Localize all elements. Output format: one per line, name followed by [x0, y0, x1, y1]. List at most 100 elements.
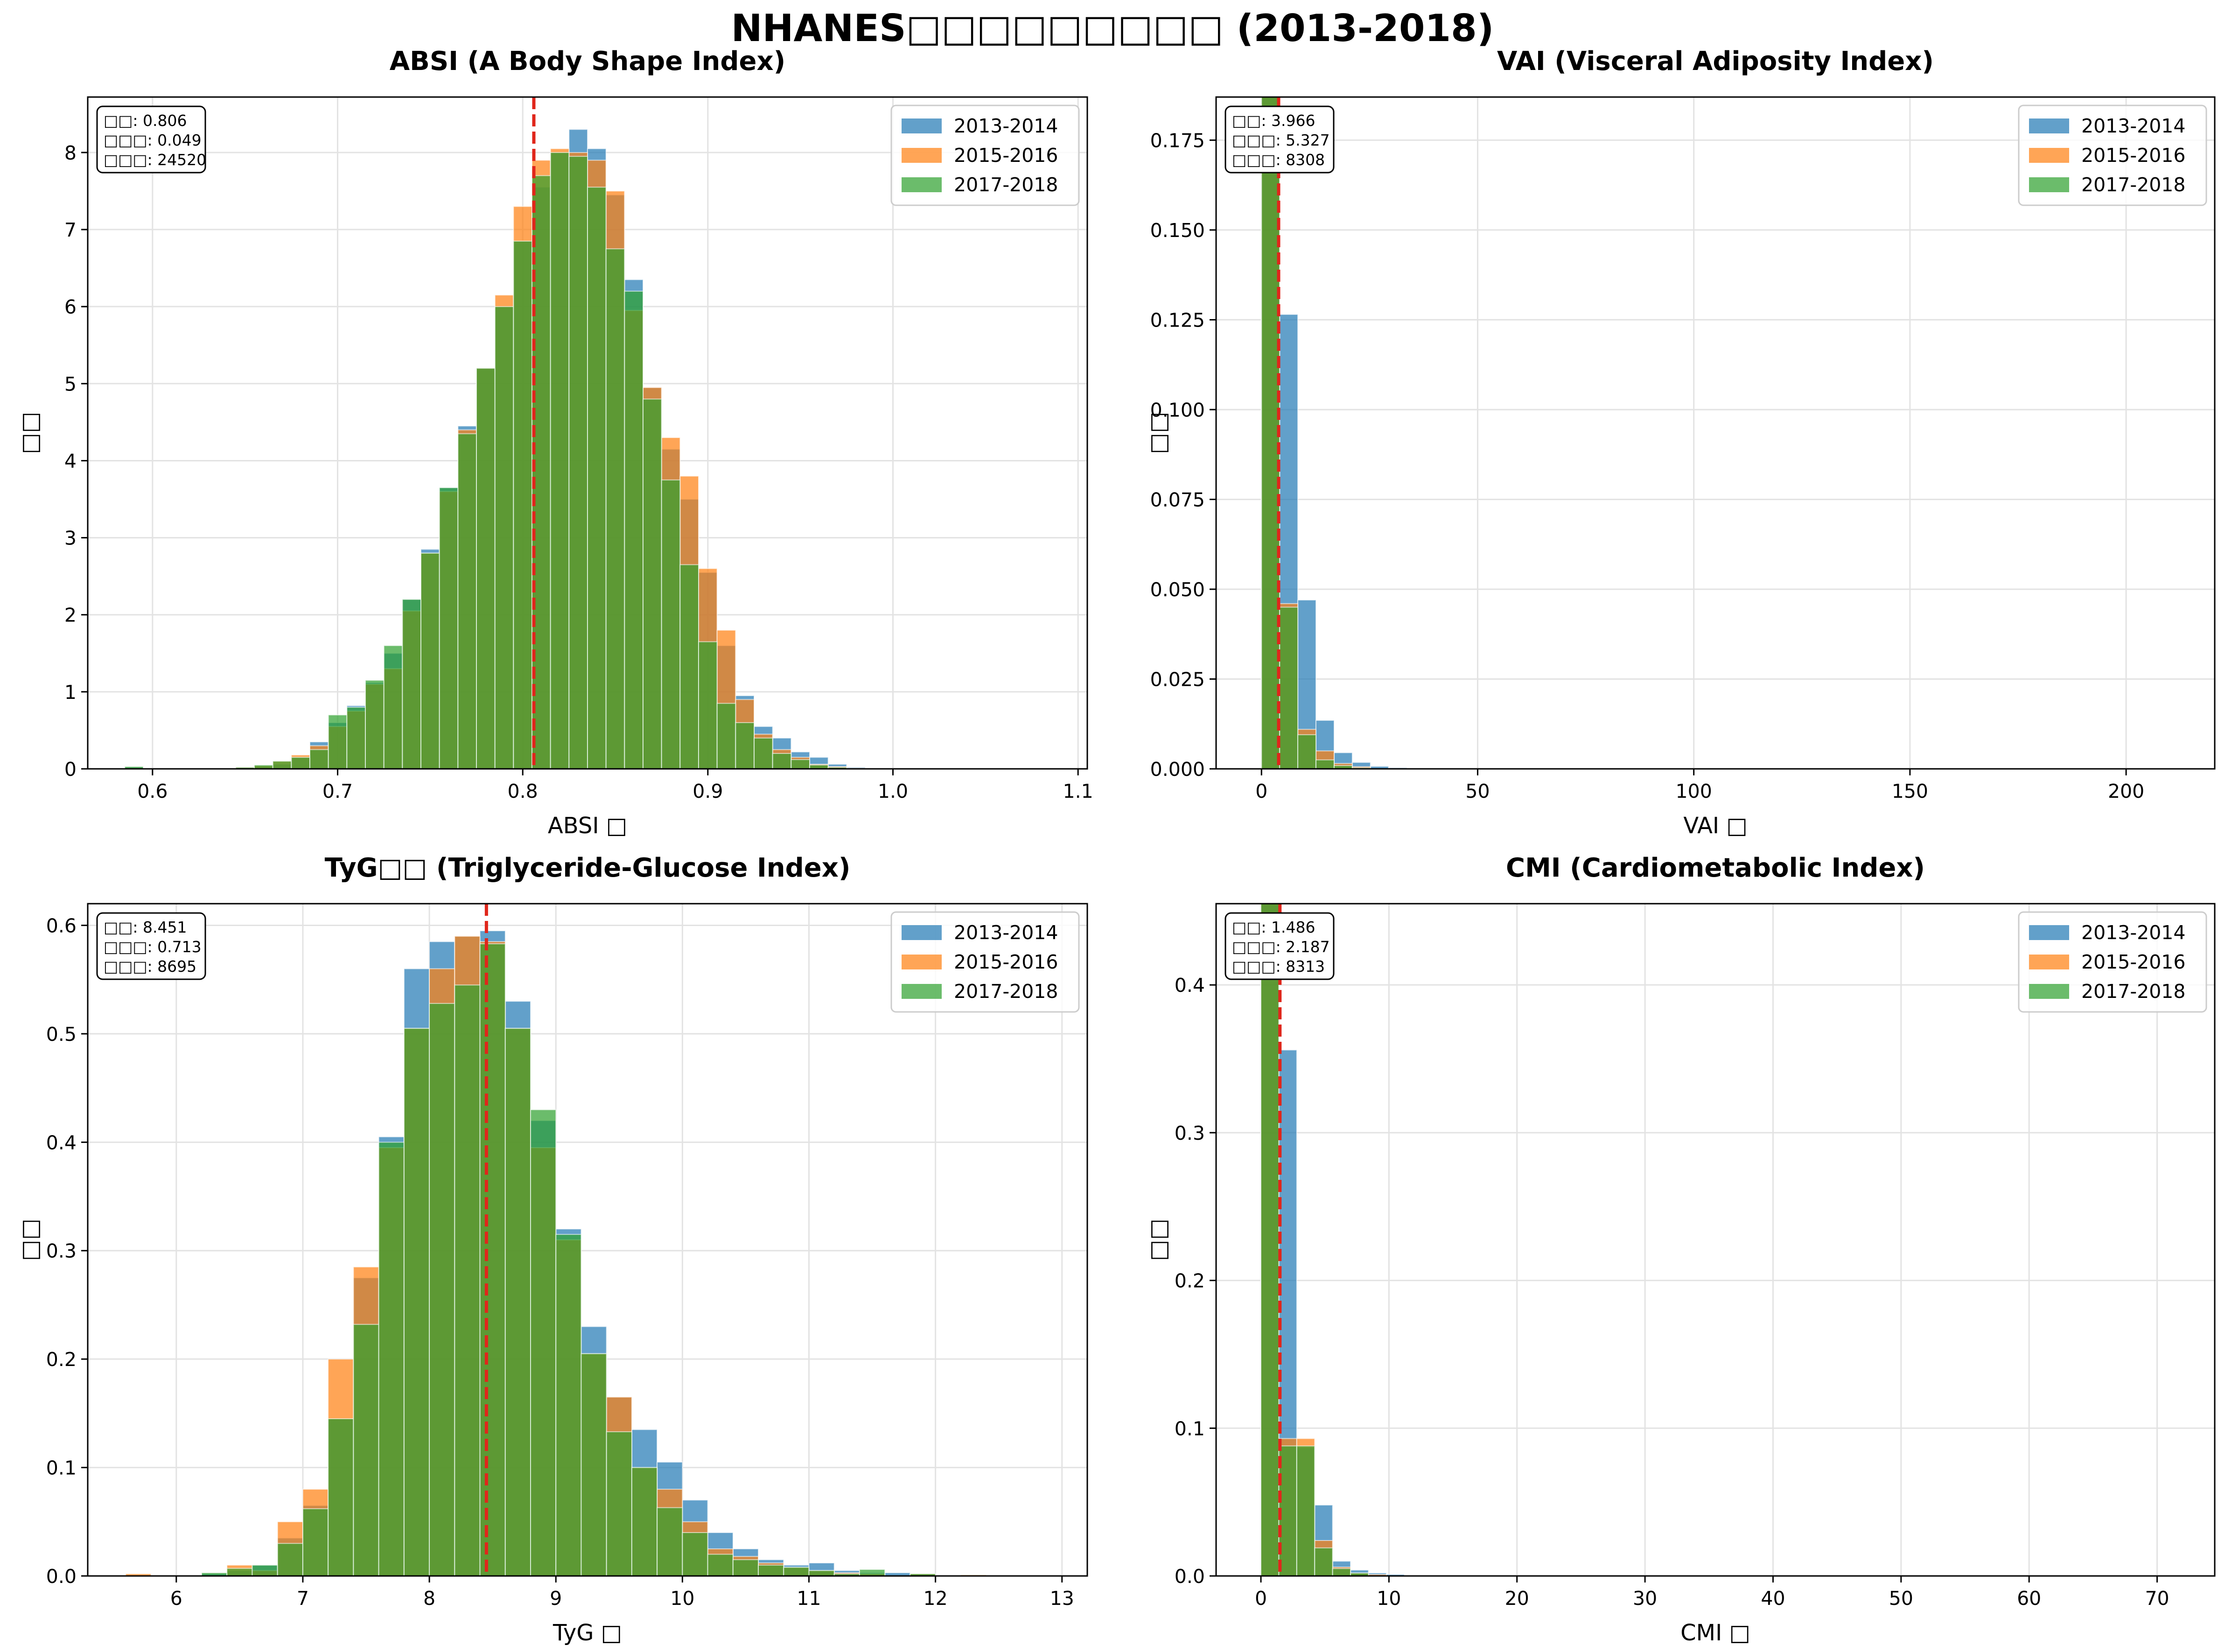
bar-2017-2018: [476, 368, 496, 769]
legend-swatch: [902, 148, 942, 163]
bar-2017-2018: [772, 753, 792, 769]
series-2017-2018: [124, 152, 847, 769]
y-axis-label: □□: [17, 1219, 43, 1261]
legend-label: 2013-2014: [954, 115, 1058, 137]
bar-2017-2018: [504, 1028, 531, 1576]
chart-title: TyG□□ (Triglyceride-Glucose Index): [325, 853, 851, 883]
histogram-bars: [125, 904, 987, 1576]
y-tick-label: 0.4: [1175, 974, 1205, 997]
legend-swatch: [2029, 925, 2069, 940]
y-tick-label: 0.1: [46, 1457, 77, 1479]
stats-line: □□: 8.451: [104, 918, 187, 936]
stats-line: □□□: 8308: [1232, 151, 1325, 169]
chart-title: CMI (Cardiometabolic Index): [1506, 853, 1925, 883]
legend-swatch: [2029, 148, 2069, 163]
y-tick-label: 0.1: [1175, 1417, 1205, 1440]
bar-2017-2018: [457, 433, 477, 769]
stats-line: □□□: 2.187: [1232, 938, 1330, 956]
bar-2017-2018: [530, 1109, 557, 1576]
bar-2017-2018: [346, 706, 366, 769]
x-tick-label: 8: [423, 1587, 435, 1610]
x-tick-label: 30: [1633, 1587, 1657, 1610]
x-tick-label: 20: [1505, 1587, 1529, 1610]
bar-2017-2018: [1297, 734, 1316, 769]
bar-2017-2018: [716, 703, 736, 769]
stats-line: □□□: 0.713: [104, 938, 202, 956]
legend: 2013-2014 2015-2016 2017-2018: [2018, 911, 2207, 1013]
x-tick-label: 11: [797, 1587, 821, 1610]
axes-frame: [1215, 96, 2216, 770]
y-tick-label: 0.4: [46, 1131, 77, 1154]
axes-frame: [87, 96, 1088, 770]
x-tick-label: 70: [2145, 1587, 2169, 1610]
y-tick-label: 5: [64, 373, 77, 395]
bar-2017-2018: [439, 487, 459, 769]
y-tick-label: 1: [64, 681, 77, 704]
x-tick-label: 0: [1255, 1587, 1267, 1610]
bar-2017-2018: [555, 1234, 582, 1576]
bar-2017-2018: [631, 1467, 658, 1576]
x-tick-label: 10: [670, 1587, 694, 1610]
x-axis-label: TyG □: [553, 1620, 622, 1646]
bar-2017-2018: [124, 766, 144, 769]
y-tick-label: 0.5: [46, 1023, 77, 1046]
bar-2017-2018: [791, 759, 811, 769]
bar-2017-2018: [707, 1554, 734, 1576]
bar-2017-2018: [353, 1324, 379, 1576]
bar-2017-2018: [1261, 97, 1280, 769]
bar-2017-2018: [783, 1567, 810, 1576]
bar-2017-2018: [1279, 606, 1299, 769]
y-tick-label: 8: [64, 142, 77, 164]
x-axis-label: CMI □: [1680, 1620, 1750, 1646]
bar-2017-2018: [383, 645, 403, 769]
bar-2017-2018: [328, 1418, 354, 1576]
y-axis-label: □□: [1145, 412, 1171, 454]
legend-label: 2017-2018: [2081, 980, 2185, 1003]
series-2017-2018: [201, 943, 936, 1576]
chart-panel-2: 6 7 8 9 10 11 12 13 0.0 0.1 0.2 0.3 0.4 0.5 0.6 TyG□□ (…: [17, 853, 1088, 1646]
legend: 2013-2014 2015-2016 2017-2018: [890, 911, 1080, 1013]
stats-line: □□□: 8695: [104, 957, 196, 976]
bar-2017-2018: [587, 187, 607, 769]
bar-2017-2018: [479, 943, 506, 1576]
x-tick-label: 50: [1889, 1587, 1913, 1610]
legend-label: 2015-2016: [2081, 951, 2185, 973]
bar-2017-2018: [698, 641, 718, 769]
bar-2017-2018: [568, 156, 588, 769]
y-tick-label: 0.025: [1150, 668, 1205, 690]
bar-2017-2018: [454, 984, 481, 1576]
x-axis-label: ABSI □: [548, 813, 627, 839]
y-tick-label: 0: [64, 758, 77, 781]
bar-2017-2018: [1315, 759, 1335, 769]
legend-label: 2017-2018: [954, 174, 1058, 196]
x-tick-label: 60: [2017, 1587, 2041, 1610]
bar-2017-2018: [277, 1543, 303, 1576]
stats-line: □□: 1.486: [1232, 918, 1315, 936]
y-tick-label: 0.0: [1175, 1565, 1205, 1588]
y-tick-label: 0.050: [1150, 579, 1205, 601]
y-tick-label: 0.125: [1150, 309, 1205, 331]
legend-label: 2015-2016: [2081, 144, 2185, 167]
legend-label: 2013-2014: [2081, 115, 2185, 137]
y-tick-label: 3: [64, 527, 77, 550]
bar-2017-2018: [272, 760, 292, 769]
x-tick-label: 7: [297, 1587, 309, 1610]
bar-2017-2018: [403, 1028, 430, 1576]
x-tick-label: 0.8: [508, 780, 538, 802]
bar-2017-2018: [581, 1353, 607, 1576]
y-tick-label: 4: [64, 450, 77, 472]
legend-swatch: [902, 177, 942, 192]
series-2017-2018: [1260, 904, 1369, 1576]
x-tick-label: 9: [550, 1587, 562, 1610]
chart-panel-0: 0.6 0.7 0.8 0.9 1.0 1.1 0 1 2 3 4 5 6 7 8 ABSI (A Body …: [17, 46, 1093, 839]
axes-frame: [1215, 903, 2216, 1577]
y-tick-label: 0.175: [1150, 129, 1205, 152]
legend-swatch: [2029, 955, 2069, 969]
legend-swatch: [902, 118, 942, 133]
x-tick-label: 0.6: [137, 780, 168, 802]
legend-label: 2013-2014: [954, 921, 1058, 944]
x-tick-label: 100: [1676, 780, 1712, 802]
stats-line: □□□: 0.049: [104, 131, 202, 149]
bar-2017-2018: [808, 1570, 835, 1576]
stats-box-frame: [1224, 912, 1335, 980]
